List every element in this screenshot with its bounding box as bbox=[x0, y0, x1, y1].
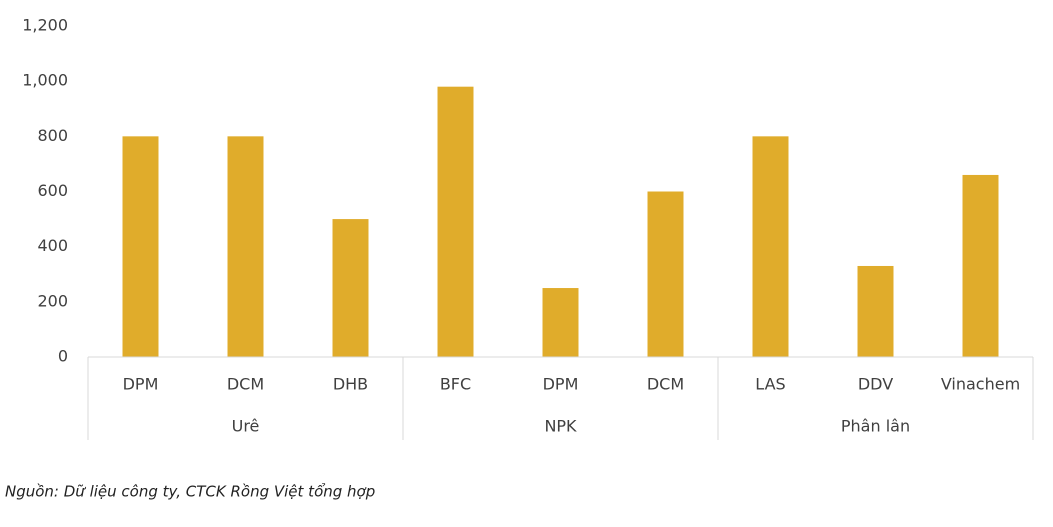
group-label: NPK bbox=[544, 417, 577, 436]
group-label: Phân lân bbox=[841, 417, 910, 436]
x-tick-label: DPM bbox=[123, 375, 159, 394]
bar bbox=[542, 288, 579, 357]
y-tick-label: 800 bbox=[37, 126, 68, 145]
y-tick-label: 1,000 bbox=[22, 71, 68, 90]
bar bbox=[962, 174, 999, 357]
y-tick-label: 200 bbox=[37, 291, 68, 310]
x-tick-label: BFC bbox=[440, 375, 471, 394]
bar bbox=[227, 136, 264, 357]
x-tick-label: LAS bbox=[755, 375, 785, 394]
x-tick-label: DHB bbox=[333, 375, 368, 394]
x-tick-label: DDV bbox=[858, 375, 893, 394]
y-tick-label: 0 bbox=[58, 347, 68, 366]
x-tick-label: DCM bbox=[227, 375, 264, 394]
x-tick-label: Vinachem bbox=[941, 375, 1020, 394]
bar bbox=[857, 265, 894, 357]
group-label: Urê bbox=[232, 417, 260, 436]
bar bbox=[752, 136, 789, 357]
y-tick-label: 400 bbox=[37, 236, 68, 255]
bar bbox=[647, 191, 684, 357]
y-tick-label: 1,200 bbox=[22, 16, 68, 35]
y-tick-label: 600 bbox=[37, 181, 68, 200]
source-note: Nguồn: Dữ liệu công ty, CTCK Rồng Việt t… bbox=[5, 483, 375, 501]
bar bbox=[122, 136, 159, 357]
bar bbox=[332, 219, 369, 357]
x-tick-label: DCM bbox=[647, 375, 684, 394]
bar bbox=[437, 86, 474, 357]
x-tick-label: DPM bbox=[543, 375, 579, 394]
